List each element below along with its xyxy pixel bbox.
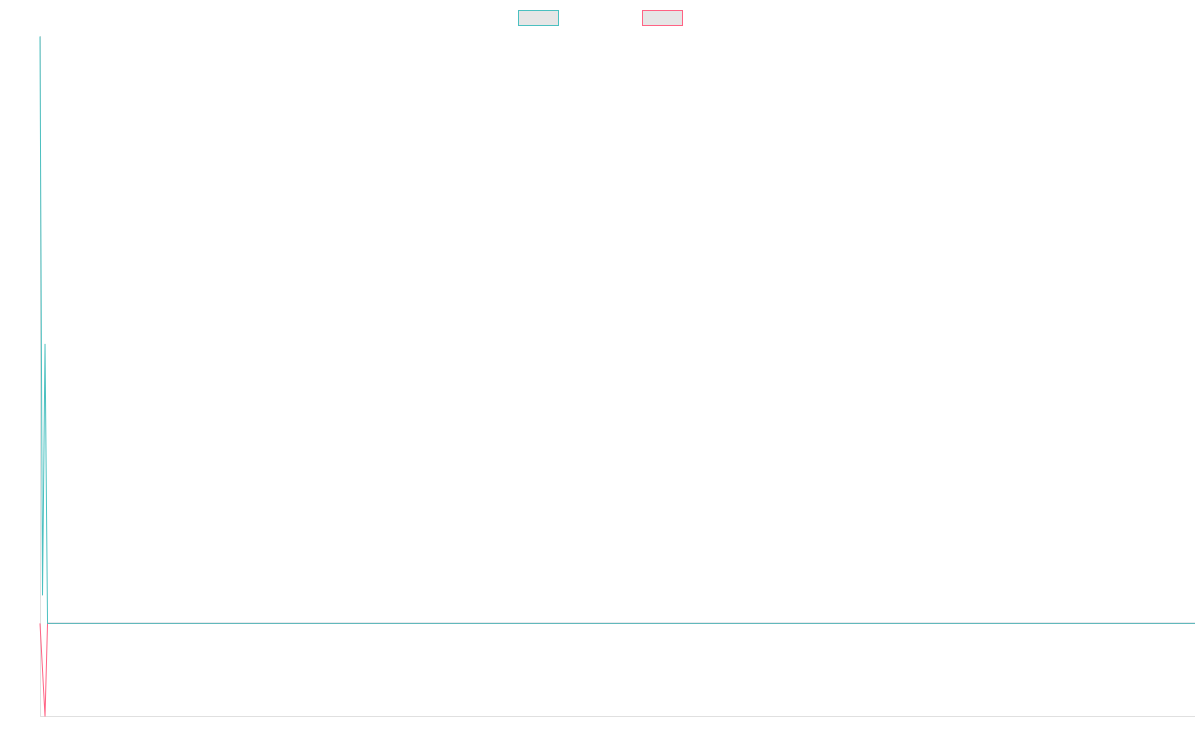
legend-swatch[interactable] xyxy=(518,10,559,26)
series-line xyxy=(39,36,1195,624)
series-line xyxy=(39,622,1195,717)
legend-swatch[interactable] xyxy=(642,10,683,26)
